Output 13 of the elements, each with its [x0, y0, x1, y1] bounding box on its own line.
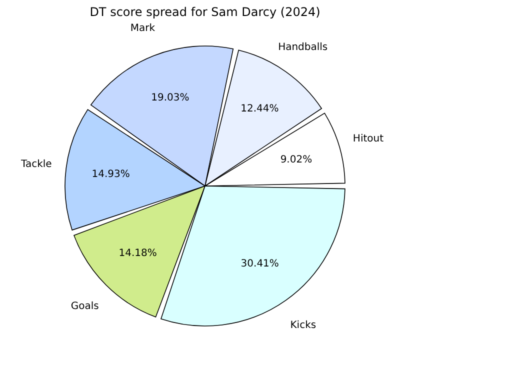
- data-label: 14.18%: [118, 248, 157, 260]
- chart-title: DT score spread for Sam Darcy (2024): [90, 4, 320, 19]
- slice-label: Hitout: [352, 133, 384, 144]
- data-label: 12.44%: [240, 103, 279, 114]
- slice-label: Handballs: [278, 42, 328, 53]
- slice-label: Tackle: [20, 159, 52, 170]
- data-label: 30.41%: [240, 258, 279, 270]
- data-label: 14.93%: [92, 168, 130, 180]
- slice-label: Mark: [130, 22, 156, 34]
- data-label: 19.03%: [151, 92, 190, 104]
- slice-label: Kicks: [290, 320, 316, 331]
- data-label: 9.02%: [280, 154, 312, 166]
- slice-label: Goals: [70, 301, 99, 312]
